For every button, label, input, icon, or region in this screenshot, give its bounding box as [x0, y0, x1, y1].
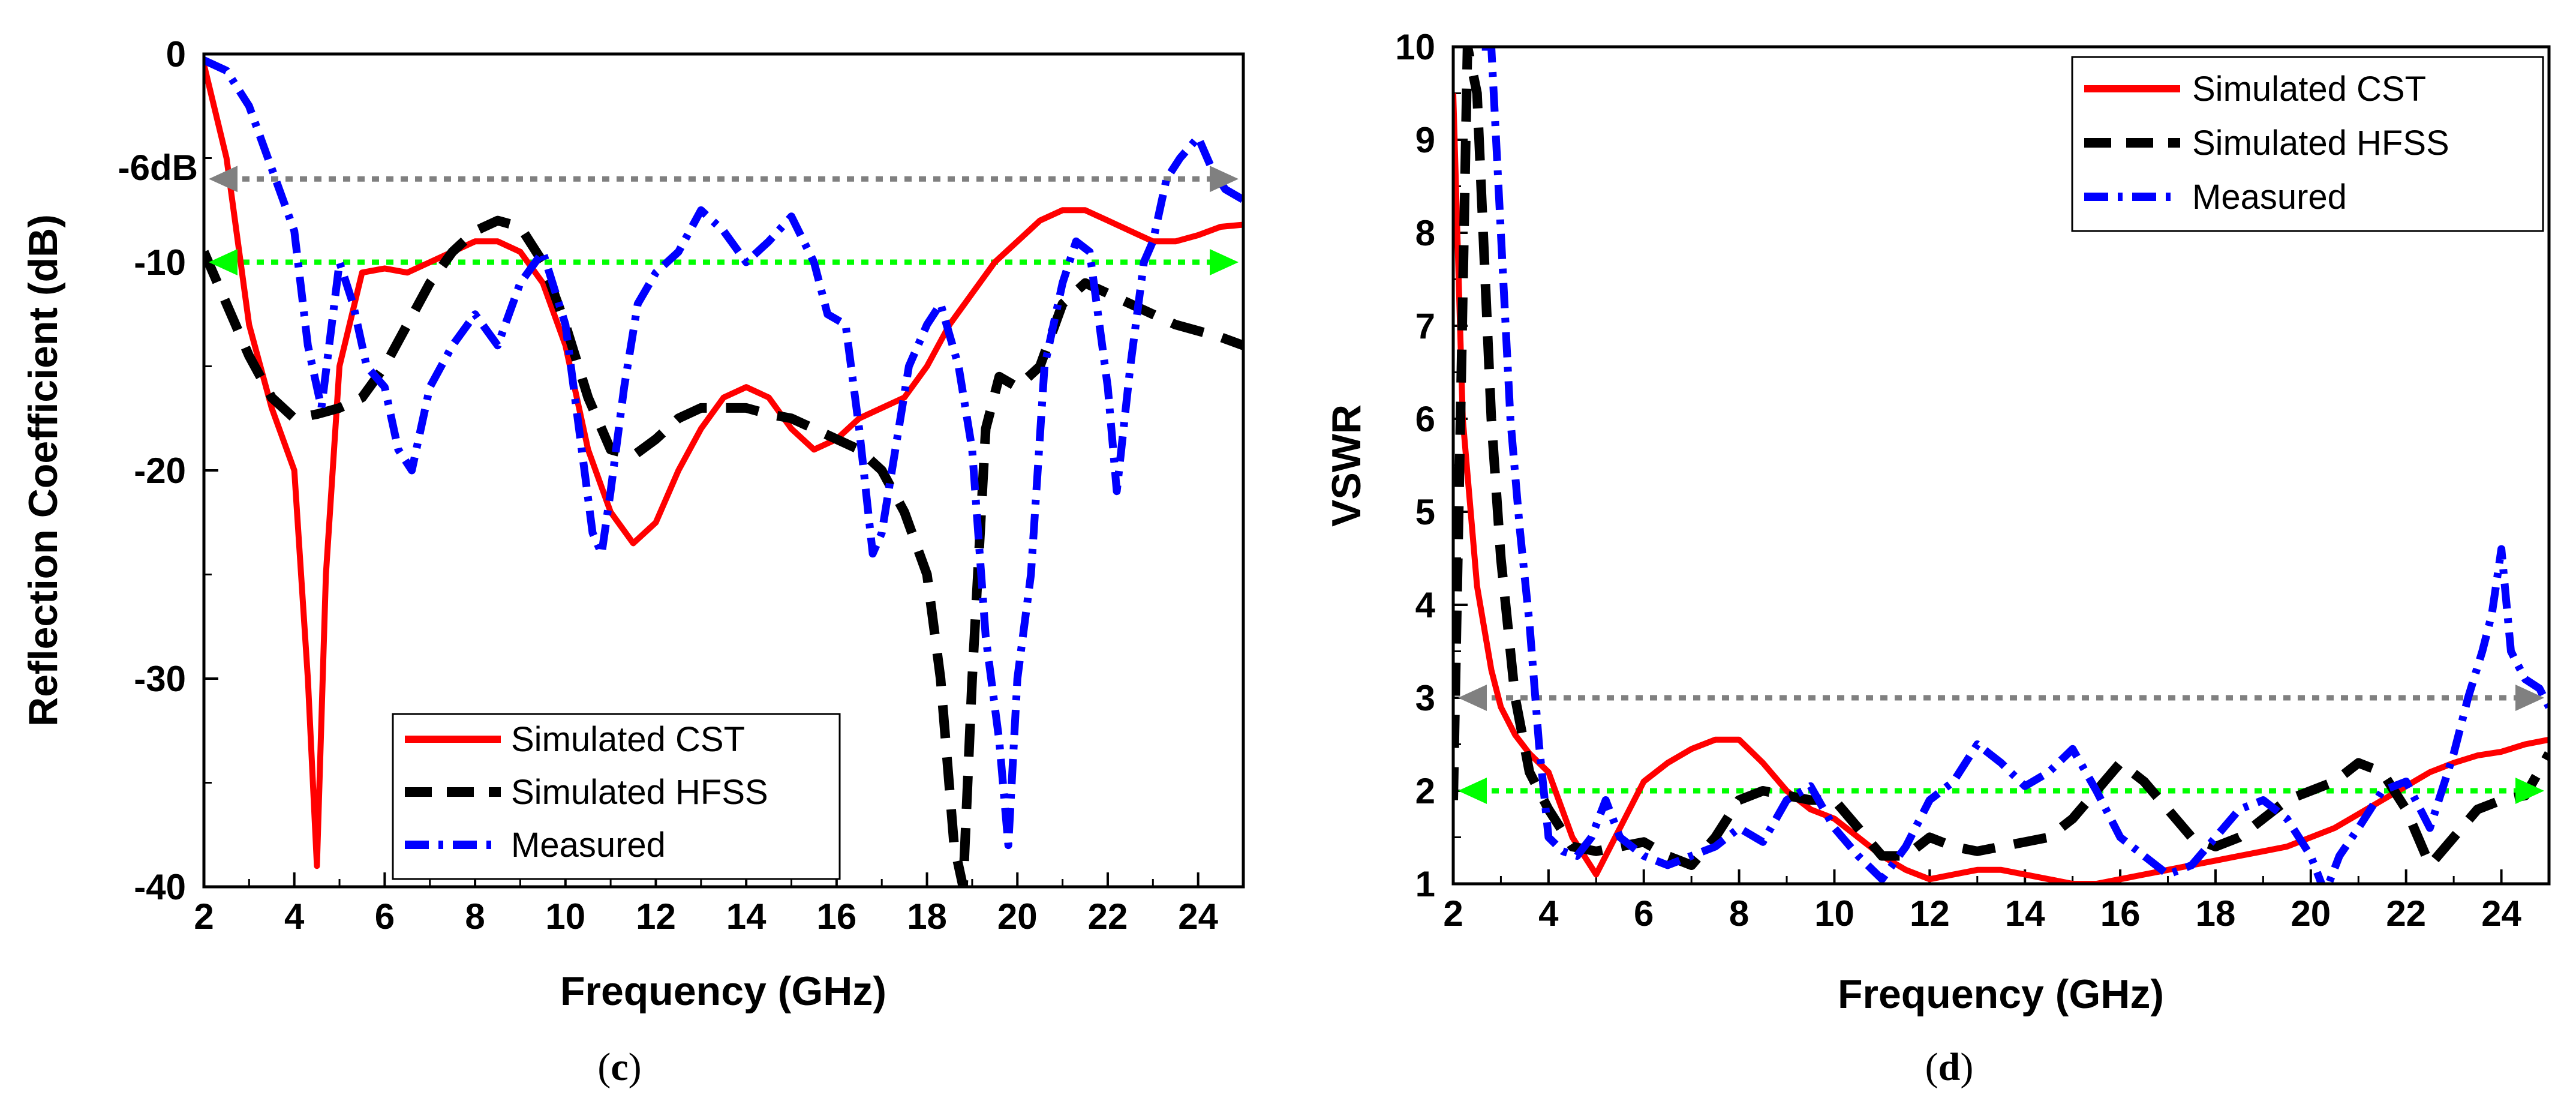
y-tick-label: 4: [1415, 585, 1436, 625]
y-tick-label: 6: [1415, 399, 1435, 439]
x-tick-label: 24: [1178, 896, 1218, 937]
y-tick-label: 9: [1415, 120, 1435, 160]
x-tick-label: 14: [726, 896, 767, 937]
d-reference-arrows: [1458, 685, 2544, 804]
reference-arrow-left: [1458, 685, 1487, 711]
d-legend-cst-label: Simulated CST: [2192, 70, 2426, 109]
y-tick-label: -10: [134, 242, 186, 283]
reflection-coefficient-chart: 2 4 6 8 10 12 14 16 18 20 22 240-10-20-30-40 -6dB F…: [20, 34, 1245, 1089]
d-caption: (d): [1925, 1045, 1974, 1089]
reference-arrow-right: [1210, 166, 1239, 193]
x-tick-label: 16: [2100, 893, 2141, 934]
c-x-axis-label: Frequency (GHz): [560, 968, 886, 1014]
y-tick-label: 7: [1415, 306, 1435, 346]
c-legend-hfss-dot: [490, 787, 500, 797]
d-plot-frame: [1451, 45, 2551, 886]
x-tick-label: 12: [1910, 893, 1950, 934]
reference-arrow-left: [1458, 778, 1487, 804]
x-tick-label: 16: [816, 896, 856, 937]
y-tick-label: 8: [1415, 213, 1435, 253]
reference-arrow-right: [2515, 685, 2544, 711]
y-tick-label: 5: [1415, 492, 1435, 532]
d-legend: Simulated CST Simulated HFSS Measured: [2071, 56, 2544, 232]
c-caption: (c): [597, 1045, 641, 1089]
series-line-measured: [204, 56, 1243, 850]
x-tick-label: 10: [1814, 893, 1854, 934]
x-tick-label: 14: [2005, 893, 2045, 934]
y-tick-label: 3: [1415, 678, 1435, 718]
d-legend-measured-label: Measured: [2192, 178, 2347, 217]
c-series-group: [204, 56, 1243, 887]
y-tick-label: 0: [166, 34, 186, 74]
y-tick-label: -40: [134, 867, 186, 907]
x-tick-label: 6: [1634, 893, 1654, 934]
y-tick-label: -30: [134, 659, 186, 699]
x-tick-label: 20: [2291, 893, 2331, 934]
d-legend-hfss-label: Simulated HFSS: [2192, 124, 2449, 163]
x-tick-label: 22: [1088, 896, 1128, 937]
x-tick-label: 18: [907, 896, 947, 937]
series-line-simulated-hfss: [204, 215, 1243, 887]
c-legend-measured-label: Measured: [511, 826, 666, 865]
reference-arrow-left: [209, 166, 238, 193]
d-reference-lines: [1477, 695, 2525, 794]
x-tick-label: 24: [2481, 893, 2521, 934]
c-reference-arrows: [209, 166, 1239, 275]
y-tick-label: 1: [1415, 864, 1435, 904]
d-legend-hfss-dot: [2169, 138, 2179, 148]
series-line-simulated-hfss: [1453, 47, 2549, 870]
y-tick-label: 2: [1415, 771, 1435, 811]
x-tick-label: 10: [545, 896, 585, 937]
d-series-group: [1453, 47, 2549, 884]
x-tick-label: 6: [375, 896, 395, 937]
reference-arrow-left: [209, 249, 238, 275]
c-plot-frame: [202, 52, 1245, 889]
series-line-simulated-cst: [204, 64, 1243, 869]
y-tick-label: 10: [1395, 27, 1435, 67]
x-tick-label: 12: [636, 896, 676, 937]
x-tick-label: 2: [1443, 893, 1463, 934]
x-tick-label: 20: [997, 896, 1038, 937]
x-tick-label: 22: [2386, 893, 2426, 934]
c-legend-hfss-label: Simulated HFSS: [511, 773, 768, 812]
x-tick-label: 4: [1538, 893, 1559, 934]
x-tick-label: 8: [1729, 893, 1749, 934]
c-minus6db-annotation: -6dB: [118, 148, 198, 188]
x-tick-label: 8: [465, 896, 485, 937]
d-x-axis-label: Frequency (GHz): [1838, 971, 2164, 1017]
reference-arrow-right: [2515, 778, 2544, 804]
x-tick-label: 2: [194, 896, 214, 937]
c-legend: Simulated CST Simulated HFSS Measured: [392, 713, 841, 880]
reference-arrow-right: [1210, 249, 1239, 275]
c-y-axis-label: Reflection Coefficient (dB): [20, 214, 66, 727]
x-tick-label: 18: [2196, 893, 2236, 934]
d-y-axis-label: VSWR: [1324, 404, 1369, 527]
c-ticks-group: 2 4 6 8 10 12 14 16 18 20 22 240-10-20-30-40: [134, 34, 1218, 937]
series-line-measured: [1481, 47, 2549, 884]
y-tick-label: -20: [134, 451, 186, 491]
c-legend-cst-label: Simulated CST: [511, 720, 745, 759]
c-reference-lines: [228, 176, 1219, 265]
x-tick-label: 4: [284, 896, 305, 937]
